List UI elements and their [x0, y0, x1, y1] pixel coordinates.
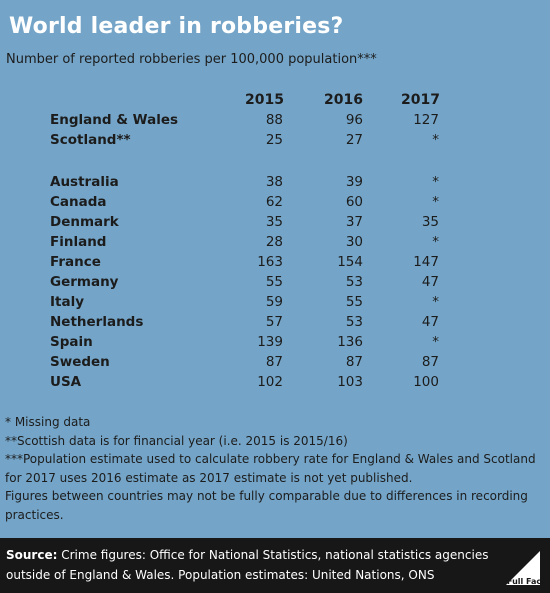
table-row: Germany 55 53 47 [0, 272, 550, 292]
table-row: Canada 62 60 * [0, 192, 550, 212]
row-label: Sweden [50, 354, 110, 370]
table-row: Sweden 87 87 87 [0, 352, 550, 372]
cell-value-2015: 38 [265, 174, 283, 190]
cell-value-2017: * [432, 234, 439, 250]
cell-value-2016: 53 [345, 274, 363, 290]
row-label: Italy [50, 294, 85, 310]
cell-value-2017: 100 [413, 374, 439, 390]
row-label: England & Wales [50, 112, 179, 128]
table-row: USA 102 103 100 [0, 372, 550, 392]
table-row: France 163 154 147 [0, 252, 550, 272]
cell-value-2017: * [432, 294, 439, 310]
cell-value-2017: 87 [421, 354, 439, 370]
column-header-2017: 2017 [401, 92, 440, 108]
cell-value-2017: 147 [413, 254, 439, 270]
source-text: Source: Crime figures: Office for Nation… [6, 545, 496, 585]
cell-value-2016: 60 [345, 194, 363, 210]
cell-value-2015: 163 [257, 254, 283, 270]
table-row: Denmark 35 37 35 [0, 212, 550, 232]
cell-value-2016: 39 [345, 174, 363, 190]
cell-value-2017: * [432, 334, 439, 350]
cell-value-2015: 55 [265, 274, 283, 290]
footnote-missing: * Missing data [5, 415, 91, 429]
row-label: Germany [50, 274, 119, 290]
row-label: France [50, 254, 101, 270]
cell-value-2016: 30 [345, 234, 363, 250]
cell-value-2016: 136 [337, 334, 363, 350]
cell-value-2017: * [432, 132, 439, 148]
footnotes: * Missing data **Scottish data is for fi… [5, 413, 545, 524]
cell-value-2015: 62 [265, 194, 283, 210]
cell-value-2015: 139 [257, 334, 283, 350]
cell-value-2016: 103 [337, 374, 363, 390]
table-row: Italy 59 55 * [0, 292, 550, 312]
source-label: Source: [6, 548, 58, 562]
cell-value-2015: 102 [257, 374, 283, 390]
source-footer: Source: Crime figures: Office for Nation… [0, 538, 550, 593]
cell-value-2015: 35 [265, 214, 283, 230]
footnote-population: ***Population estimate used to calculate… [5, 452, 536, 485]
chart-subtitle: Number of reported robberies per 100,000… [6, 52, 377, 67]
table-row: England & Wales 88 96 127 [0, 110, 550, 130]
cell-value-2016: 37 [345, 214, 363, 230]
cell-value-2016: 55 [345, 294, 363, 310]
row-label: Scotland** [50, 132, 131, 148]
logo-text: Full Fact [507, 577, 545, 586]
row-label: USA [50, 374, 82, 390]
cell-value-2017: 47 [421, 274, 439, 290]
cell-value-2017: 127 [413, 112, 439, 128]
cell-value-2016: 53 [345, 314, 363, 330]
cell-value-2015: 88 [265, 112, 283, 128]
table-row: Spain 139 136 * [0, 332, 550, 352]
row-label: Spain [50, 334, 93, 350]
full-fact-logo-icon: Full Fact [506, 551, 545, 586]
cell-value-2016: 27 [345, 132, 363, 148]
cell-value-2017: * [432, 174, 439, 190]
table-row: Scotland** 25 27 * [0, 130, 550, 150]
cell-value-2015: 25 [265, 132, 283, 148]
footnote-comparability: Figures between countries may not be ful… [5, 489, 528, 522]
column-header-2016: 2016 [324, 92, 363, 108]
table-row: Finland 28 30 * [0, 232, 550, 252]
cell-value-2015: 28 [265, 234, 283, 250]
cell-value-2015: 59 [265, 294, 283, 310]
cell-value-2016: 96 [345, 112, 363, 128]
cell-value-2016: 154 [337, 254, 363, 270]
footnote-scotland: **Scottish data is for financial year (i… [5, 433, 348, 448]
table-row: Australia 38 39 * [0, 172, 550, 192]
cell-value-2017: 35 [421, 214, 439, 230]
row-label: Australia [50, 174, 119, 190]
source-body: Crime figures: Office for National Stati… [6, 548, 489, 582]
column-header-2015: 2015 [245, 92, 284, 108]
cell-value-2015: 87 [265, 354, 283, 370]
row-label: Finland [50, 234, 107, 250]
cell-value-2015: 57 [265, 314, 283, 330]
table-header: 2015 2016 2017 [0, 90, 550, 110]
row-label: Netherlands [50, 314, 144, 330]
cell-value-2017: 47 [421, 314, 439, 330]
table-row: Netherlands 57 53 47 [0, 312, 550, 332]
cell-value-2016: 87 [345, 354, 363, 370]
chart-title: World leader in robberies? [9, 14, 344, 39]
cell-value-2017: * [432, 194, 439, 210]
row-label: Canada [50, 194, 107, 210]
row-label: Denmark [50, 214, 119, 230]
